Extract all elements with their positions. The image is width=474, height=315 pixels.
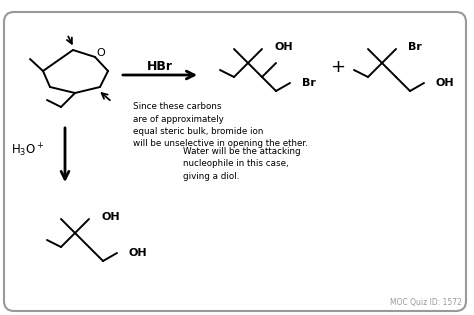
Text: HBr: HBr: [147, 60, 173, 73]
Text: H$_3$O$^+$: H$_3$O$^+$: [11, 141, 45, 159]
Text: OH: OH: [102, 212, 120, 222]
Text: OH: OH: [436, 78, 455, 88]
FancyBboxPatch shape: [4, 12, 466, 311]
Text: Br: Br: [408, 42, 422, 52]
Text: OH: OH: [275, 42, 293, 52]
Text: Water will be the attacking
nucleophile in this case,
giving a diol.: Water will be the attacking nucleophile …: [183, 147, 301, 181]
Text: MOC Quiz ID: 1572: MOC Quiz ID: 1572: [390, 298, 462, 307]
Text: +: +: [330, 58, 346, 76]
Text: Br: Br: [302, 78, 316, 88]
Text: Since these carbons
are of approximately
equal steric bulk, bromide ion
will be : Since these carbons are of approximately…: [133, 102, 308, 148]
Text: O: O: [96, 48, 105, 58]
Text: OH: OH: [129, 248, 147, 258]
